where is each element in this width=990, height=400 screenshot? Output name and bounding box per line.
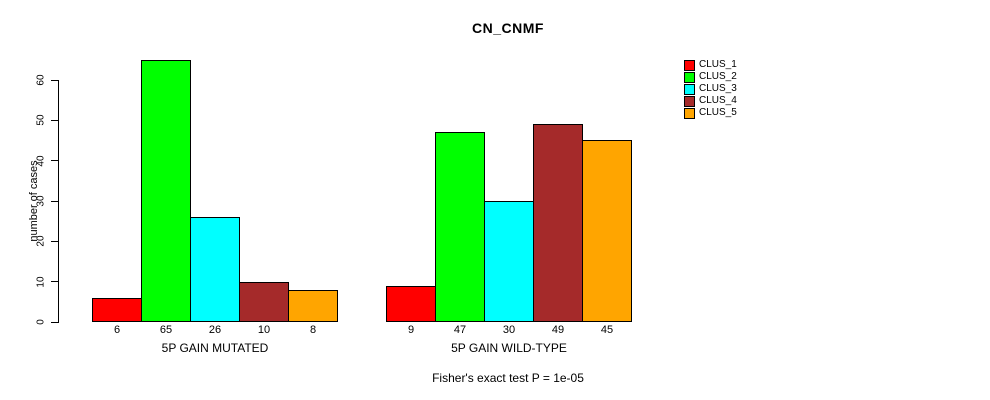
y-tick-label: 10: [35, 276, 47, 288]
legend-label: CLUS_5: [699, 107, 737, 118]
bar-value-label: 6: [113, 324, 121, 336]
chart-title: CN_CNMF: [472, 20, 544, 36]
y-tick-label: 40: [35, 155, 47, 167]
bar-value-label: 30: [502, 324, 516, 336]
bar-value-label: 47: [453, 324, 467, 336]
bar-clus_3-group2: [484, 201, 534, 322]
y-tick-label: 0: [35, 319, 47, 325]
legend-swatch-clus_4: [684, 95, 695, 107]
bar-value-label: 45: [600, 324, 614, 336]
y-tick-mark: [51, 119, 58, 121]
y-tick-label: 20: [35, 235, 47, 247]
y-tick-mark: [51, 321, 58, 323]
y-tick-label: 30: [35, 195, 47, 207]
legend-swatch-clus_5: [684, 107, 695, 119]
legend-item: CLUS_1: [684, 59, 737, 71]
legend-swatch-clus_1: [684, 59, 695, 71]
legend-swatch-clus_3: [684, 83, 695, 95]
bar-clus_5-group2: [582, 140, 632, 322]
legend: CLUS_1 CLUS_2 CLUS_3 CLUS_4 CLUS_5: [684, 59, 737, 119]
y-axis-line: [58, 80, 59, 323]
bar-clus_5-group1: [288, 290, 338, 322]
bar-clus_2-group1: [141, 60, 191, 322]
y-tick-mark: [51, 160, 58, 162]
legend-label: CLUS_3: [699, 83, 737, 94]
legend-label: CLUS_2: [699, 71, 737, 82]
bar-value-label: 8: [309, 324, 317, 336]
category-label: 5P GAIN MUTATED: [161, 341, 269, 355]
bar-value-label: 9: [407, 324, 415, 336]
bar-value-label: 26: [208, 324, 222, 336]
y-tick-mark: [51, 79, 58, 81]
y-tick-mark: [51, 200, 58, 202]
category-label: 5P GAIN WILD-TYPE: [451, 341, 567, 355]
y-tick-label: 50: [35, 114, 47, 126]
bar-clus_2-group2: [435, 132, 485, 322]
legend-label: CLUS_1: [699, 59, 737, 70]
bar-clus_1-group2: [386, 286, 436, 322]
legend-label: CLUS_4: [699, 95, 737, 106]
legend-item: CLUS_5: [684, 107, 737, 119]
bar-value-label: 10: [257, 324, 271, 336]
fisher-test-annotation: Fisher's exact test P = 1e-05: [432, 371, 584, 385]
bar-value-label: 65: [159, 324, 173, 336]
bar-clus_4-group1: [239, 282, 289, 322]
y-tick-mark: [51, 281, 58, 283]
y-tick-label: 60: [35, 74, 47, 86]
legend-swatch-clus_2: [684, 71, 695, 83]
y-tick-mark: [51, 240, 58, 242]
bar-clus_1-group1: [92, 298, 142, 322]
legend-item: CLUS_4: [684, 95, 737, 107]
bar-value-label: 49: [551, 324, 565, 336]
legend-item: CLUS_2: [684, 71, 737, 83]
bar-clus_3-group1: [190, 217, 240, 322]
legend-item: CLUS_3: [684, 83, 737, 95]
bar-clus_4-group2: [533, 124, 583, 322]
